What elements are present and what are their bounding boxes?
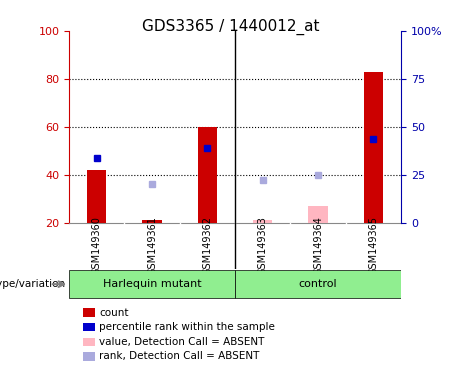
Bar — [142, 220, 162, 223]
Bar — [87, 170, 106, 223]
Text: GSM149364: GSM149364 — [313, 216, 323, 275]
Text: genotype/variation: genotype/variation — [0, 279, 65, 289]
Text: GDS3365 / 1440012_at: GDS3365 / 1440012_at — [142, 19, 319, 35]
Text: GSM149362: GSM149362 — [202, 216, 213, 275]
Bar — [198, 127, 217, 223]
Text: control: control — [299, 279, 337, 289]
Text: Harlequin mutant: Harlequin mutant — [103, 279, 201, 289]
FancyBboxPatch shape — [69, 270, 235, 298]
Bar — [364, 71, 383, 223]
Text: percentile rank within the sample: percentile rank within the sample — [99, 322, 275, 332]
Text: value, Detection Call = ABSENT: value, Detection Call = ABSENT — [99, 337, 265, 347]
Text: GSM149361: GSM149361 — [147, 216, 157, 275]
Bar — [308, 206, 328, 223]
FancyBboxPatch shape — [235, 270, 401, 298]
Text: GSM149365: GSM149365 — [368, 216, 378, 275]
Bar — [253, 220, 272, 223]
Text: count: count — [99, 308, 129, 318]
Text: rank, Detection Call = ABSENT: rank, Detection Call = ABSENT — [99, 351, 260, 361]
Text: GSM149360: GSM149360 — [92, 216, 102, 275]
Text: GSM149363: GSM149363 — [258, 216, 268, 275]
